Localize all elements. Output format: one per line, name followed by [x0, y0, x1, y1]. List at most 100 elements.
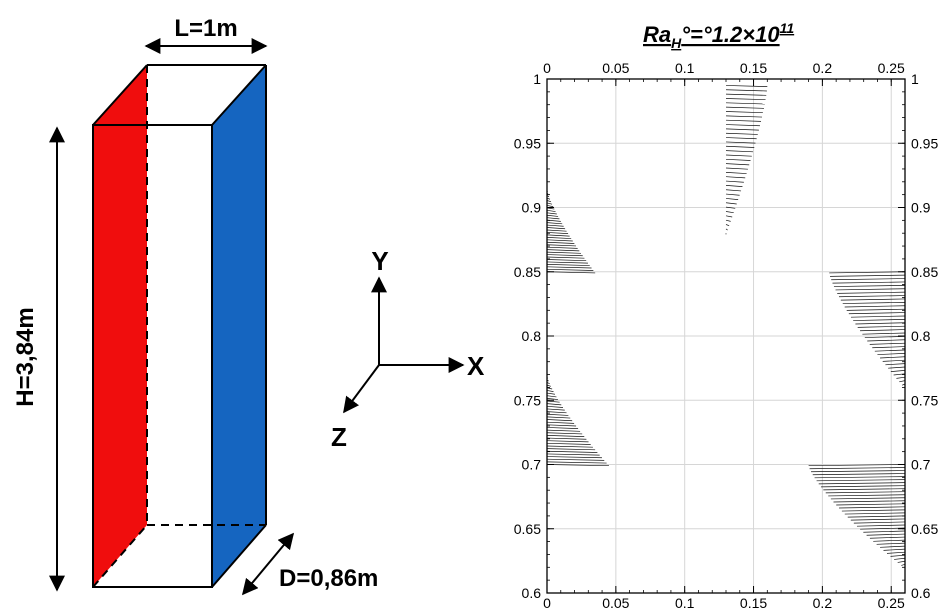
velocity-vector — [823, 488, 906, 491]
velocity-vector — [725, 98, 766, 101]
velocity-vector — [546, 458, 605, 461]
velocity-vector — [725, 106, 764, 109]
velocity-vector — [546, 259, 587, 262]
velocity-vector — [546, 390, 554, 392]
velocity-vector — [896, 376, 906, 379]
velocity-vector — [546, 456, 602, 459]
velocity-vector — [853, 319, 906, 321]
velocity-vector — [546, 416, 571, 419]
velocity-vector — [855, 322, 906, 325]
velocity-vector — [876, 542, 906, 545]
velocity-vector — [725, 206, 736, 209]
velocity-vector — [546, 453, 600, 456]
velocity-vector — [725, 176, 746, 179]
y-tick-label-left: 0.6 — [522, 585, 542, 601]
velocity-vector — [848, 312, 906, 315]
velocity-vector — [725, 215, 733, 218]
x-tick-label-bottom: 0.15 — [740, 595, 767, 611]
velocity-vector — [831, 278, 906, 281]
velocity-vector — [546, 413, 569, 416]
y-tick-label-right: 1 — [911, 71, 919, 87]
y-tick-label-left: 0.65 — [514, 521, 541, 537]
velocity-vector — [846, 308, 906, 311]
velocity-vector — [546, 403, 562, 406]
velocity-vector — [869, 342, 906, 345]
velocity-vector — [850, 518, 906, 521]
velocity-vector — [832, 281, 906, 284]
velocity-vector — [820, 485, 906, 488]
x-tick-label-bottom: 0 — [543, 595, 551, 611]
y-tick-label-right: 0.8 — [911, 328, 931, 344]
velocity-vector — [809, 467, 906, 470]
velocity-vector — [725, 124, 760, 127]
velocity-vector — [890, 554, 906, 557]
velocity-vector — [546, 237, 572, 239]
velocity-vector — [844, 512, 906, 515]
velocity-vector — [883, 548, 906, 551]
velocity-vector — [546, 464, 609, 467]
axes-triad: Y X Z — [331, 246, 485, 452]
velocity-vector — [546, 408, 565, 411]
velocity-vector — [546, 400, 560, 403]
velocity-vector — [880, 356, 906, 359]
velocity-vector — [725, 185, 743, 187]
velocity-vector — [894, 557, 906, 560]
y-tick-label-right: 0.95 — [911, 135, 938, 151]
velocity-vector — [725, 163, 750, 166]
velocity-vector — [853, 521, 906, 524]
velocity-vector — [725, 198, 739, 200]
x-axis-label: X — [467, 351, 485, 381]
velocity-vector — [546, 398, 559, 400]
velocity-vector — [866, 533, 906, 536]
velocity-vector — [833, 500, 906, 503]
velocity-vector — [814, 476, 906, 479]
velocity-vector — [725, 128, 759, 131]
velocity-vector — [546, 421, 575, 424]
velocity-vector — [830, 497, 906, 500]
velocity-vector — [546, 246, 578, 249]
velocity-vector — [725, 219, 731, 222]
velocity-vector — [546, 224, 564, 227]
velocity-vector — [844, 305, 906, 308]
velocity-vector — [546, 244, 577, 247]
plot-title: RaH°=°1.2×1011 — [643, 20, 794, 51]
velocity-vector — [546, 222, 563, 225]
velocity-vector — [864, 336, 906, 338]
velocity-vector — [546, 200, 552, 203]
velocity-vector — [725, 211, 734, 214]
velocity-vector — [818, 482, 906, 485]
velocity-vector — [837, 291, 906, 294]
velocity-vector — [890, 370, 906, 372]
velocity-vector — [546, 234, 570, 237]
velocity-vector — [546, 264, 590, 266]
y-tick-label-right: 0.9 — [911, 200, 931, 216]
velocity-vector — [860, 329, 906, 332]
velocity-vector — [847, 515, 906, 518]
velocity-vector — [886, 551, 906, 554]
velocity-vector — [725, 115, 763, 118]
velocity-vector — [546, 229, 567, 232]
velocity-vector — [546, 440, 589, 443]
velocity-vector — [546, 251, 582, 254]
y-tick-label-left: 1 — [533, 71, 541, 87]
velocity-vector — [546, 212, 557, 215]
velocity-vector — [546, 445, 593, 448]
z-axis-label: Z — [331, 422, 347, 452]
velocity-vector — [880, 545, 906, 548]
velocity-vector — [872, 346, 906, 349]
velocity-vector — [863, 530, 906, 533]
velocity-vector — [867, 339, 906, 342]
velocity-vector — [725, 93, 767, 96]
velocity-vector — [546, 261, 588, 264]
velocity-vector — [725, 158, 751, 161]
cavity-diagram: L=1m H=3,84m D=0,86m — [12, 15, 378, 596]
velocity-vector — [725, 180, 744, 183]
velocity-vector — [546, 209, 556, 212]
velocity-vector — [546, 395, 557, 398]
y-tick-label-right: 0.75 — [911, 392, 938, 408]
velocity-vector — [546, 450, 598, 453]
velocity-vector — [725, 154, 752, 157]
velocity-vector — [546, 411, 567, 414]
velocity-vector — [874, 349, 906, 352]
